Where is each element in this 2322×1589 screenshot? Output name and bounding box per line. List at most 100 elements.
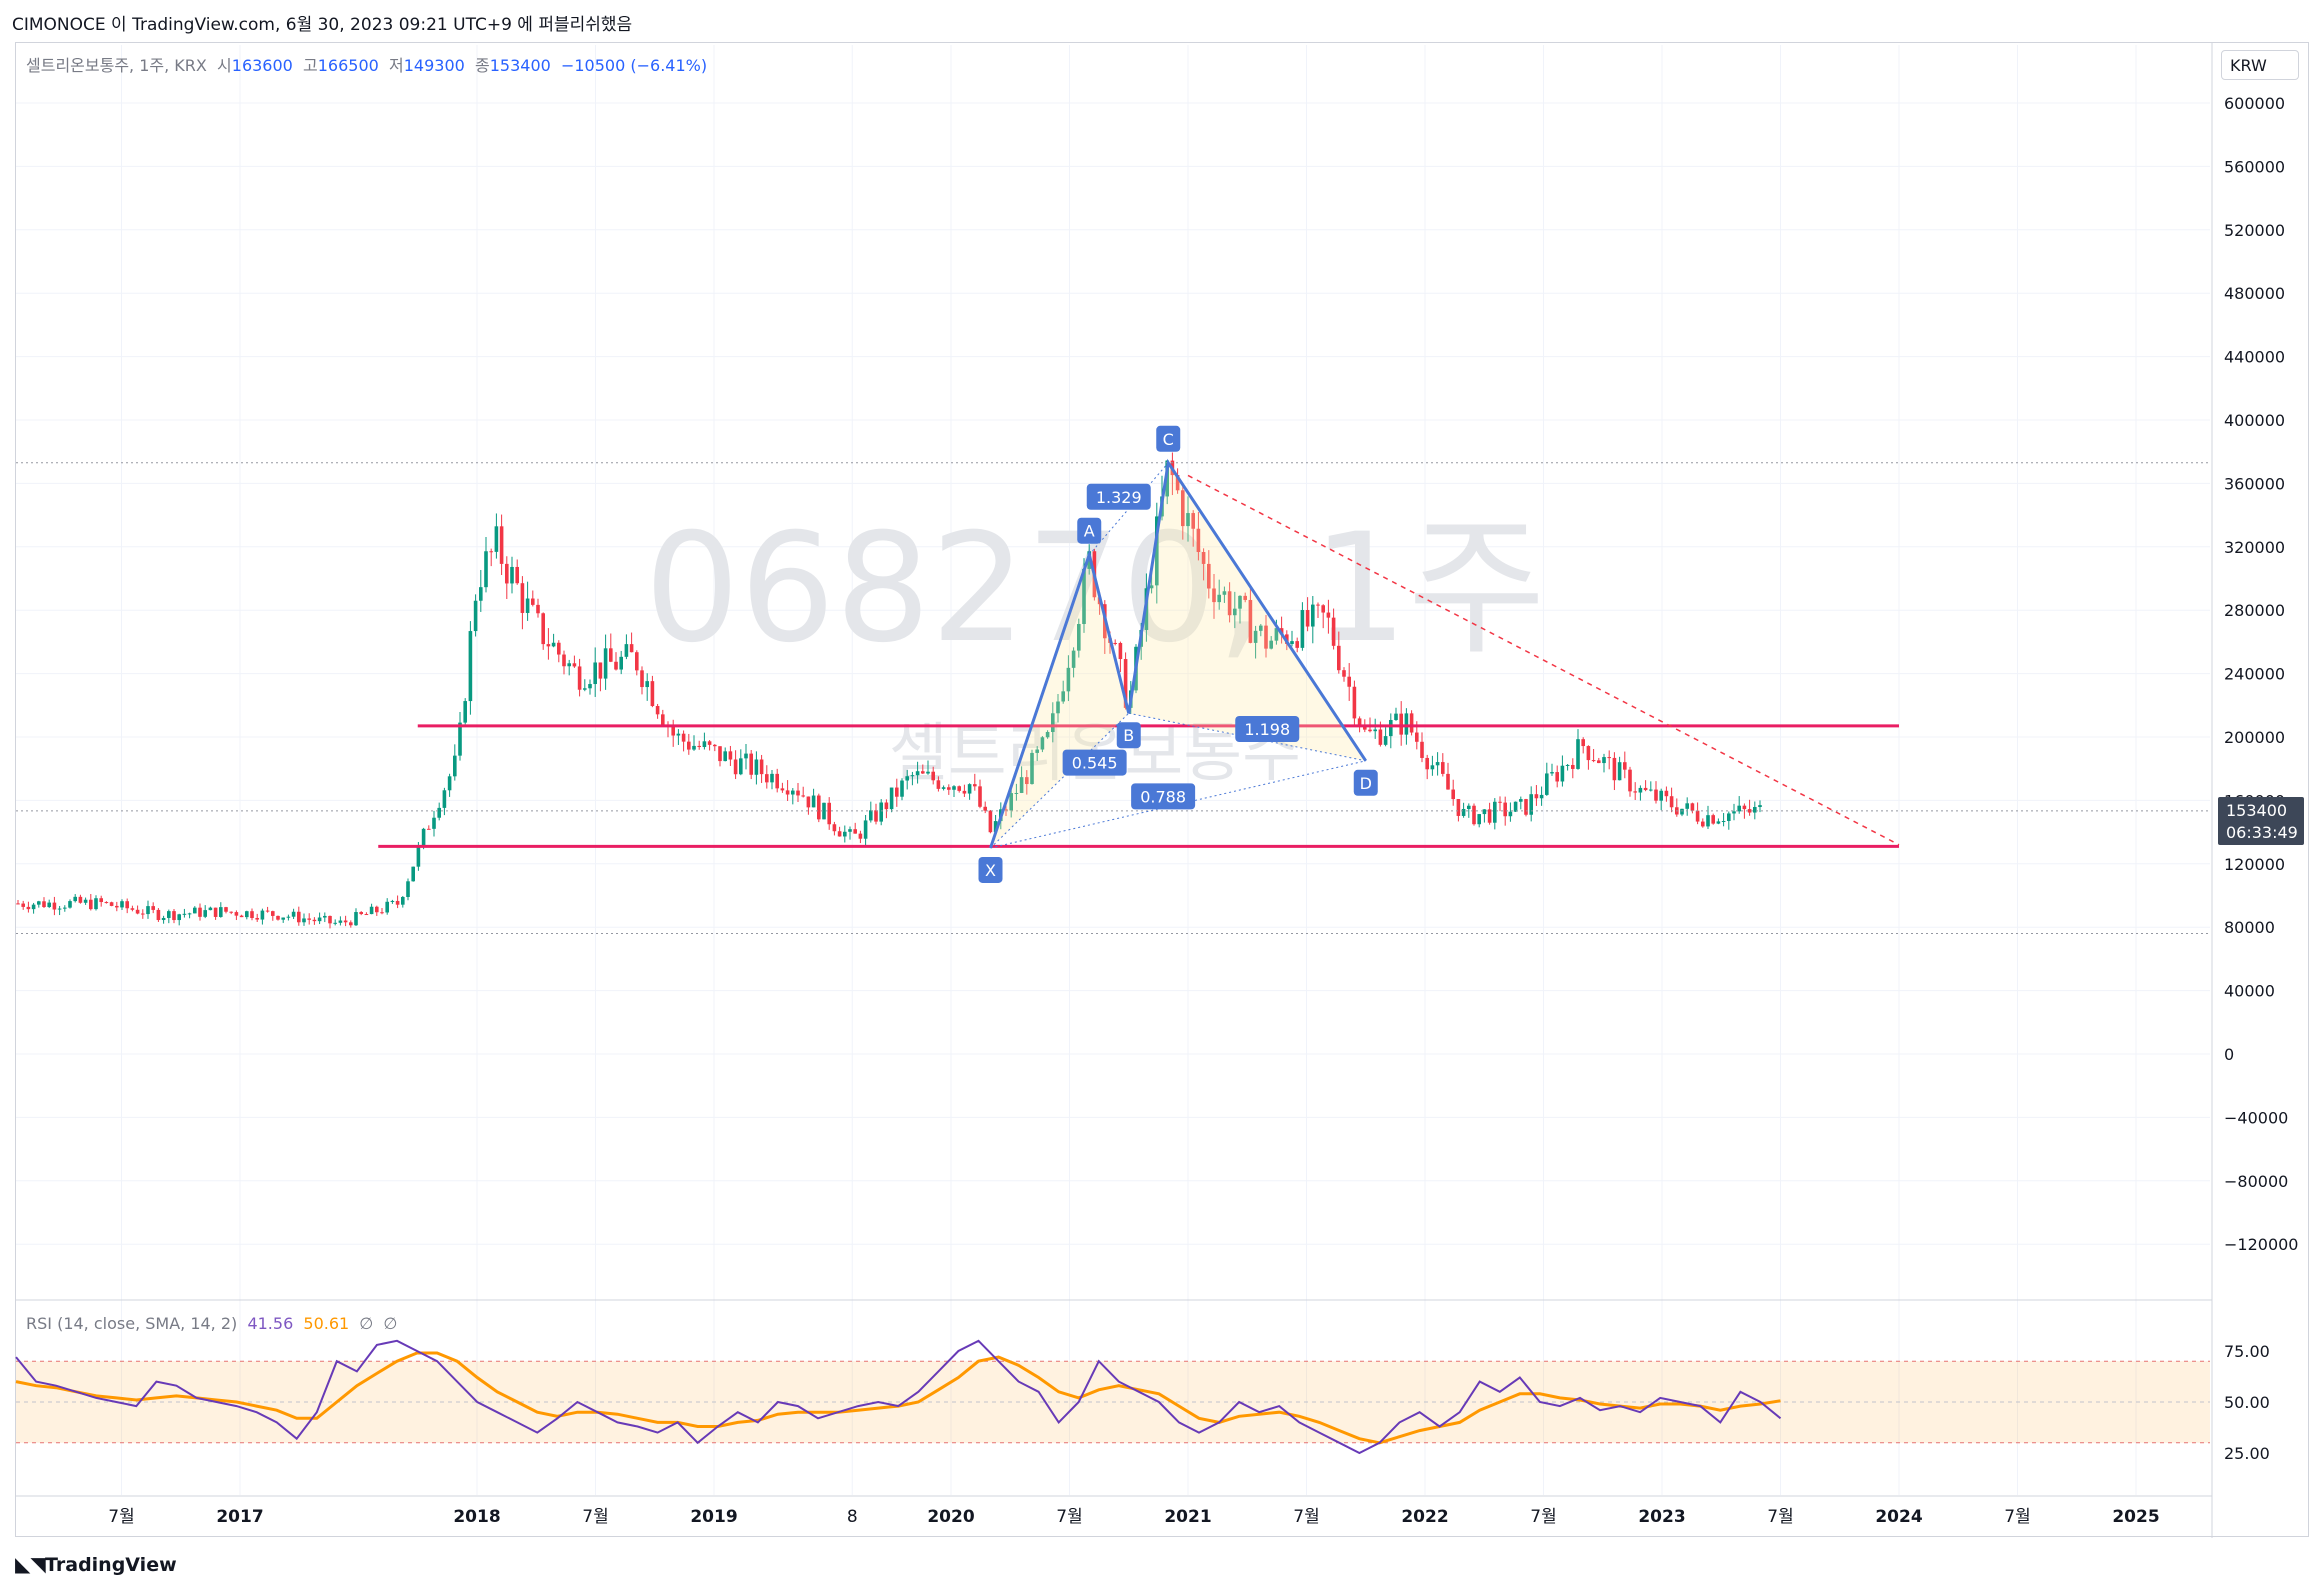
rsi-label[interactable]: RSI (14, close, SMA, 14, 2) — [26, 1314, 238, 1333]
candle-body — [1513, 801, 1518, 812]
candle-body — [307, 918, 311, 920]
candle-body — [832, 824, 837, 832]
candle-body — [125, 901, 129, 909]
price-tick-label: 520000 — [2224, 221, 2285, 240]
candle-body — [806, 796, 811, 808]
candle-body — [1456, 799, 1461, 816]
candle-body — [1467, 805, 1471, 809]
candle-body — [1446, 773, 1450, 790]
candle-body — [687, 741, 691, 750]
candle-body — [879, 802, 883, 822]
candle-body — [1233, 608, 1237, 616]
candle-body — [765, 774, 769, 783]
candle-body — [1009, 793, 1013, 811]
candle-body — [1378, 729, 1383, 745]
candle-body — [900, 780, 904, 797]
candle-body — [1227, 591, 1232, 616]
high-label: 고 — [303, 56, 318, 75]
candle-body — [312, 919, 317, 922]
candle-body — [250, 911, 254, 919]
candle-body — [333, 922, 337, 924]
rsi-legend: RSI (14, close, SMA, 14, 2) 41.56 50.61 … — [26, 1314, 397, 1333]
candle-body — [577, 666, 582, 690]
candle-body — [16, 903, 20, 905]
candle-body — [328, 915, 332, 924]
candle-body — [1716, 821, 1721, 824]
candle-body — [484, 551, 488, 588]
candle-body — [780, 788, 785, 791]
candle-body — [1602, 757, 1606, 764]
candle-body — [1191, 513, 1195, 529]
candle-body — [73, 896, 77, 902]
candle-body — [385, 901, 389, 913]
candle-body — [572, 663, 577, 667]
candle-body — [479, 587, 483, 601]
candle-body — [1196, 528, 1201, 553]
candle-body — [1706, 815, 1710, 827]
candle-body — [1472, 805, 1476, 825]
pattern-ratio-line — [990, 712, 1130, 849]
candle-body — [354, 912, 358, 926]
currency-button[interactable]: KRW — [2221, 50, 2299, 80]
candle-body — [505, 563, 509, 584]
candle-body — [224, 907, 228, 912]
candle-body — [260, 910, 265, 920]
candle-body — [1337, 645, 1341, 671]
candle-body — [624, 644, 629, 657]
candle-body — [811, 795, 816, 808]
candle-body — [297, 911, 301, 923]
candle-body — [187, 913, 192, 915]
candle-body — [525, 598, 530, 613]
candle-body — [1259, 625, 1263, 631]
pattern-point-c-bg — [1156, 425, 1181, 452]
candle-body — [1493, 801, 1497, 823]
candle-body — [1633, 791, 1637, 793]
candle-body — [1399, 713, 1403, 735]
candle-body — [89, 899, 93, 910]
pattern-point-b-bg — [1116, 722, 1141, 749]
candle-body — [1404, 713, 1409, 735]
candle-body — [744, 753, 748, 759]
pattern-point-x: X — [985, 861, 996, 880]
candle-body — [843, 831, 847, 837]
candle-body — [1420, 741, 1424, 758]
candle-body — [1316, 604, 1320, 606]
symbol-name[interactable]: 셀트리온보통주, 1주, KRX — [26, 56, 207, 75]
candle-body — [993, 821, 998, 833]
price-tick-label: 480000 — [2224, 284, 2285, 303]
ratio-label-xb: 0.545 — [1072, 754, 1118, 773]
time-tick-label: 2017 — [216, 1507, 263, 1527]
candle-body — [156, 909, 161, 921]
candle-body — [177, 914, 181, 921]
candle-body — [655, 706, 660, 715]
candle-body — [1498, 801, 1502, 803]
candle-body — [910, 775, 915, 777]
candle-body — [1389, 719, 1393, 737]
candle-body — [983, 806, 987, 811]
candle-body — [889, 787, 894, 810]
candle-body — [375, 906, 379, 913]
candle-body — [245, 911, 249, 918]
candle-body — [988, 810, 993, 833]
candle-body — [801, 795, 805, 797]
time-tick-label: 7월 — [1056, 1507, 1082, 1527]
candle-body — [208, 907, 213, 911]
candle-body — [1025, 777, 1029, 785]
candle-body — [895, 787, 899, 797]
candle-body — [1035, 749, 1039, 753]
candle-body — [1669, 796, 1674, 808]
candle-body — [1529, 794, 1533, 815]
candle-body — [406, 881, 410, 897]
tradingview-brand[interactable]: ◣◥TradingView — [15, 1552, 177, 1576]
pattern-point-d: D — [1360, 774, 1372, 793]
candle-body — [1649, 789, 1653, 791]
rsi-tick-label: 75.00 — [2224, 1342, 2270, 1361]
candle-body — [941, 787, 946, 789]
tradingview-logo-icon: ◣◥ — [15, 1552, 46, 1576]
candle-body — [640, 670, 644, 688]
candle-body — [1331, 617, 1336, 646]
candle-body — [915, 771, 920, 776]
candle-body — [1425, 757, 1429, 770]
candle-body — [281, 917, 285, 920]
